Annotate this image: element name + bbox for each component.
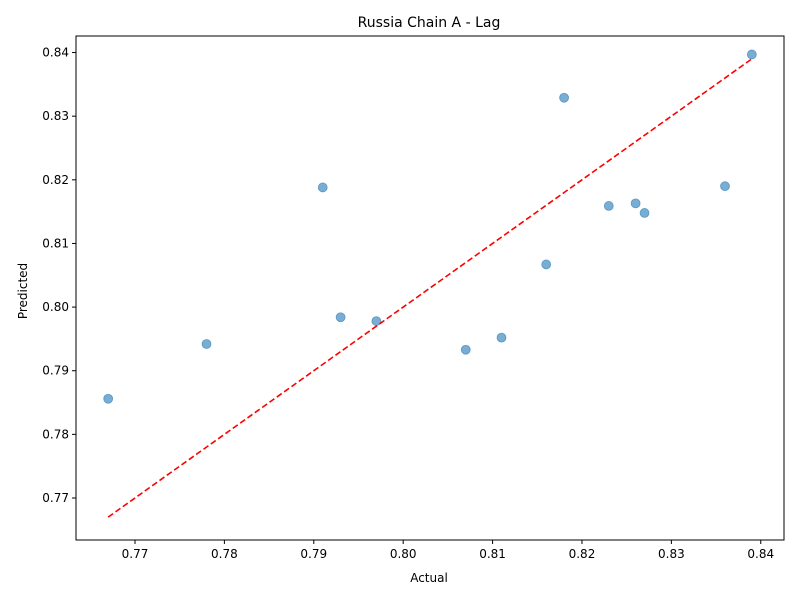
y-tick-label-5: 0.81: [42, 236, 69, 250]
y-tick-label-3: 0.79: [42, 364, 69, 378]
plot-frame: [75, 35, 785, 541]
data-point-7: [496, 332, 507, 343]
x-tick-label-6: 0.82: [569, 547, 596, 561]
y-tick-label-7: 0.83: [42, 109, 69, 123]
data-point-1: [103, 393, 114, 404]
y-tick-label-8: 0.84: [42, 46, 69, 60]
data-point-3: [317, 182, 328, 193]
x-tick-label-2: 0.78: [211, 547, 238, 561]
data-point-13: [720, 181, 730, 192]
y-tick-label-6: 0.82: [42, 173, 69, 187]
data-point-11: [630, 198, 641, 209]
y-tick-label-4: 0.80: [42, 300, 69, 314]
x-tick-label-5: 0.81: [479, 547, 506, 561]
x-tick-label-1: 0.77: [122, 547, 149, 561]
data-point-6: [460, 344, 471, 355]
x-tick-label-3: 0.79: [300, 547, 327, 561]
x-tick-label-7: 0.83: [658, 547, 685, 561]
data-point-2: [201, 339, 212, 349]
data-point-10: [603, 201, 614, 211]
data-point-9: [559, 92, 569, 103]
x-tick-label-4: 0.80: [390, 547, 417, 561]
reference-line: [107, 58, 753, 518]
data-point-12: [639, 208, 650, 218]
y-axis-label: Predicted: [16, 263, 30, 319]
data-point-8: [541, 259, 552, 270]
plot-area: 0.77 0.78 0.79 0.80 0.81 0.82 0.83 0.84 0.77 0.78…: [42, 35, 785, 561]
data-point-4: [335, 312, 346, 323]
y-tick-label-2: 0.78: [42, 427, 69, 441]
data-point-5: [371, 316, 382, 326]
y-tick-label-1: 0.77: [42, 491, 69, 505]
chart-title: Russia Chain A - Lag: [358, 15, 501, 31]
x-tick-label-8: 0.84: [747, 547, 774, 561]
x-axis-label: Actual: [410, 571, 448, 585]
data-point-14: [746, 49, 757, 60]
